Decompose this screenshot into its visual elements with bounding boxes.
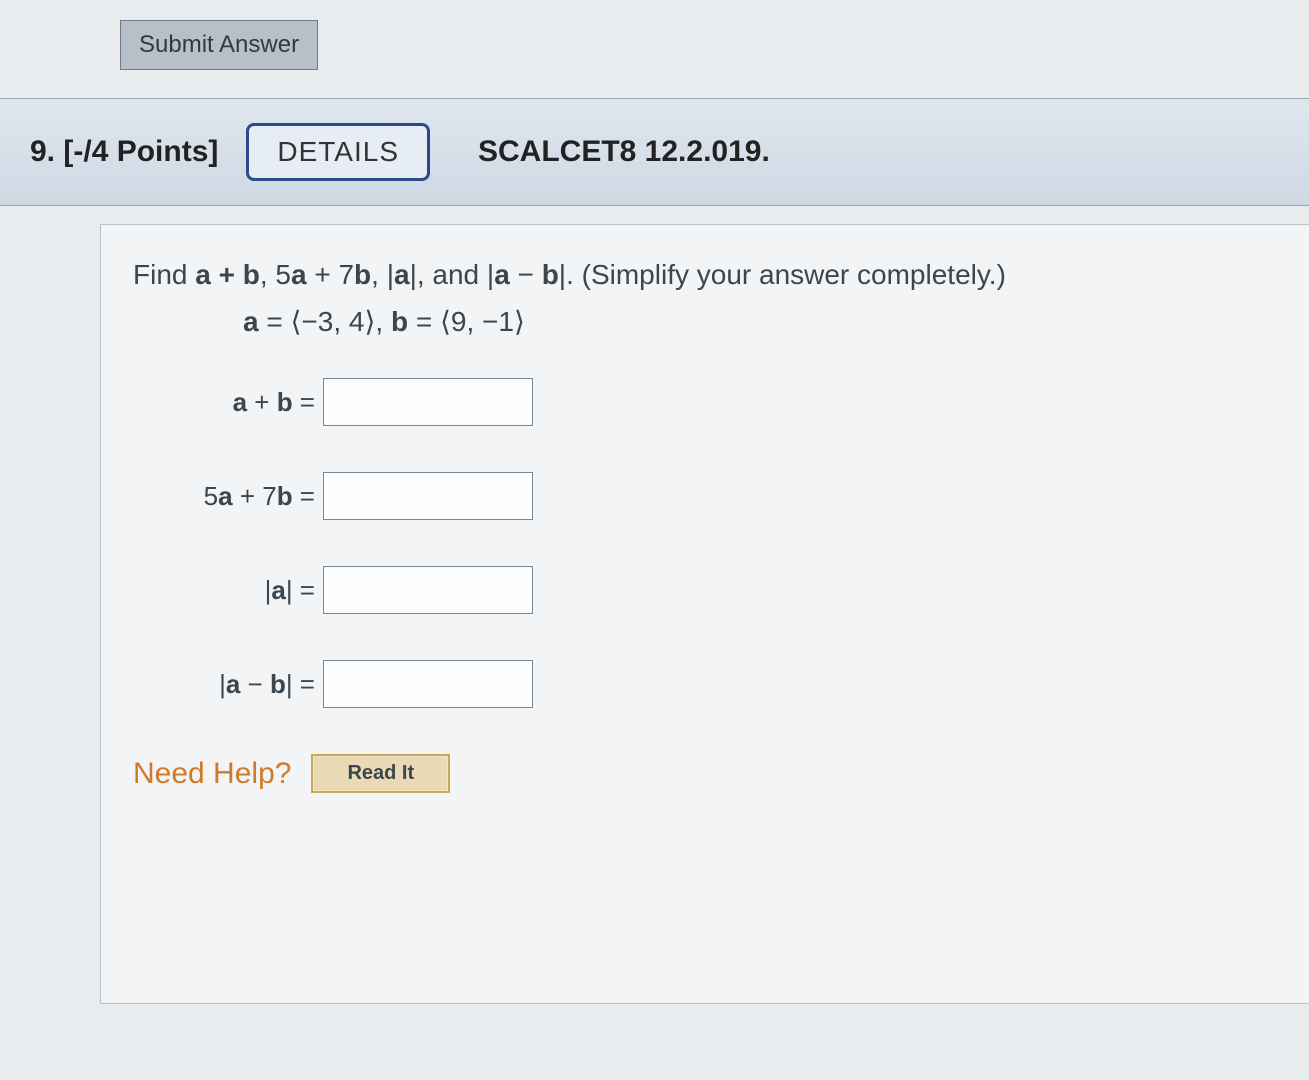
input-mag-a[interactable]	[323, 566, 533, 614]
read-it-button[interactable]: Read It	[311, 754, 450, 793]
answer-row-mag-a-minus-b: |a − b| =	[133, 660, 1269, 708]
need-help-label: Need Help?	[133, 757, 291, 791]
input-mag-a-minus-b[interactable]	[323, 660, 533, 708]
question-source: SCALCET8 12.2.019.	[478, 135, 770, 169]
submit-answer-button[interactable]: Submit Answer	[120, 20, 318, 70]
input-5a-plus-7b[interactable]	[323, 472, 533, 520]
prompt-text: Find a + b, 5a + 7b, |a|, and |a − b|. (…	[133, 259, 1269, 291]
given-vectors: a = ⟨−3, 4⟩, b = ⟨9, −1⟩	[243, 305, 1269, 338]
input-a-plus-b[interactable]	[323, 378, 533, 426]
details-button[interactable]: DETAILS	[246, 123, 430, 181]
question-body: Find a + b, 5a + 7b, |a|, and |a − b|. (…	[100, 224, 1309, 1004]
question-header: 9. [-/4 Points] DETAILS SCALCET8 12.2.01…	[0, 98, 1309, 206]
answer-row-a-plus-b: a + b =	[133, 378, 1269, 426]
answer-row-mag-a: |a| =	[133, 566, 1269, 614]
answer-row-5a-plus-7b: 5a + 7b =	[133, 472, 1269, 520]
question-number: 9. [-/4 Points]	[30, 135, 218, 169]
